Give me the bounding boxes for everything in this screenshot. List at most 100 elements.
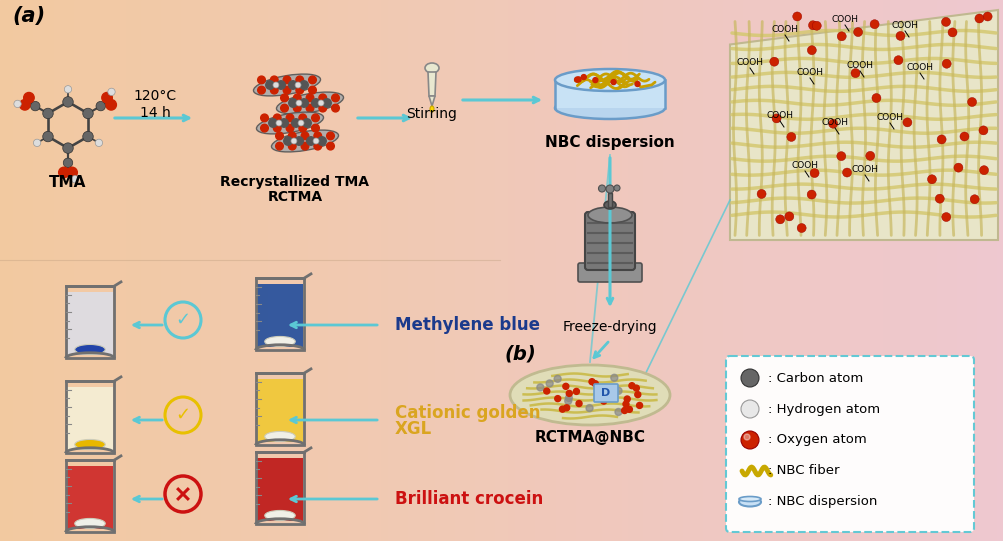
Circle shape: [565, 394, 572, 401]
Circle shape: [276, 142, 283, 150]
Bar: [775, 0, 783, 541]
Circle shape: [299, 124, 306, 132]
Bar: [615, 0, 623, 541]
Circle shape: [936, 135, 945, 144]
Text: Freeze-drying: Freeze-drying: [562, 320, 657, 334]
Bar: [120, 0, 128, 541]
Bar: [80, 0, 88, 541]
Circle shape: [621, 407, 627, 413]
Text: RCTMA@NBC: RCTMA@NBC: [534, 430, 645, 445]
Circle shape: [289, 99, 297, 107]
Bar: [876, 0, 884, 541]
Circle shape: [969, 195, 978, 204]
Ellipse shape: [253, 74, 320, 96]
Circle shape: [105, 100, 116, 110]
Bar: [374, 0, 382, 541]
Bar: [113, 0, 121, 541]
Bar: [368, 0, 375, 541]
Ellipse shape: [265, 511, 295, 520]
Circle shape: [771, 114, 780, 123]
Bar: [789, 0, 796, 541]
Circle shape: [809, 169, 818, 177]
Bar: [815, 0, 823, 541]
Circle shape: [281, 94, 288, 102]
Circle shape: [306, 94, 314, 102]
Text: COOH: COOH: [906, 63, 933, 72]
Circle shape: [276, 132, 283, 140]
Circle shape: [564, 398, 571, 405]
Text: TMA: TMA: [49, 175, 86, 190]
Ellipse shape: [555, 69, 664, 91]
Circle shape: [303, 119, 311, 127]
Ellipse shape: [256, 112, 323, 134]
Bar: [73, 0, 81, 541]
Bar: [414, 0, 422, 541]
Bar: [515, 0, 523, 541]
Ellipse shape: [555, 97, 664, 119]
Bar: [7, 0, 14, 541]
Bar: [608, 193, 612, 207]
Circle shape: [58, 167, 69, 178]
Bar: [208, 0, 215, 541]
Circle shape: [576, 77, 581, 82]
Polygon shape: [428, 96, 434, 106]
Circle shape: [606, 185, 614, 193]
Bar: [201, 0, 209, 541]
Circle shape: [270, 86, 278, 94]
Circle shape: [636, 403, 642, 408]
Polygon shape: [66, 466, 113, 529]
Circle shape: [331, 104, 339, 112]
Bar: [328, 0, 335, 541]
Bar: [669, 0, 676, 541]
Circle shape: [851, 69, 860, 77]
Circle shape: [775, 215, 784, 224]
Bar: [107, 0, 114, 541]
Bar: [582, 0, 590, 541]
Circle shape: [941, 17, 950, 27]
Bar: [896, 0, 904, 541]
Bar: [883, 0, 891, 541]
Bar: [910, 0, 917, 541]
Circle shape: [62, 97, 73, 107]
Bar: [0, 0, 8, 541]
Bar: [509, 0, 516, 541]
Bar: [729, 0, 736, 541]
Bar: [622, 0, 630, 541]
Circle shape: [740, 369, 758, 387]
Circle shape: [581, 75, 586, 80]
Circle shape: [927, 175, 936, 184]
Circle shape: [318, 100, 324, 106]
Circle shape: [95, 139, 102, 147]
Bar: [850, 0, 857, 541]
Ellipse shape: [604, 201, 616, 209]
Bar: [294, 0, 302, 541]
Circle shape: [623, 401, 628, 407]
Circle shape: [586, 405, 593, 412]
Circle shape: [296, 100, 302, 106]
Circle shape: [853, 28, 862, 37]
Circle shape: [276, 120, 282, 126]
Circle shape: [62, 143, 73, 153]
Polygon shape: [66, 387, 113, 450]
Bar: [502, 0, 510, 541]
Bar: [67, 0, 74, 541]
Circle shape: [628, 382, 634, 388]
Bar: [53, 0, 61, 541]
Bar: [529, 0, 536, 541]
Text: 120°C: 120°C: [133, 89, 177, 103]
Circle shape: [319, 94, 326, 102]
Text: : NBC dispersion: : NBC dispersion: [767, 496, 877, 509]
Bar: [649, 0, 656, 541]
Text: COOH: COOH: [891, 21, 918, 30]
Bar: [248, 0, 255, 541]
Circle shape: [296, 86, 303, 94]
Circle shape: [30, 101, 40, 111]
Circle shape: [835, 151, 845, 161]
Circle shape: [769, 57, 778, 66]
Circle shape: [792, 12, 801, 21]
Circle shape: [266, 81, 274, 89]
Bar: [281, 0, 289, 541]
Circle shape: [743, 434, 749, 440]
Bar: [542, 0, 550, 541]
Bar: [408, 0, 415, 541]
